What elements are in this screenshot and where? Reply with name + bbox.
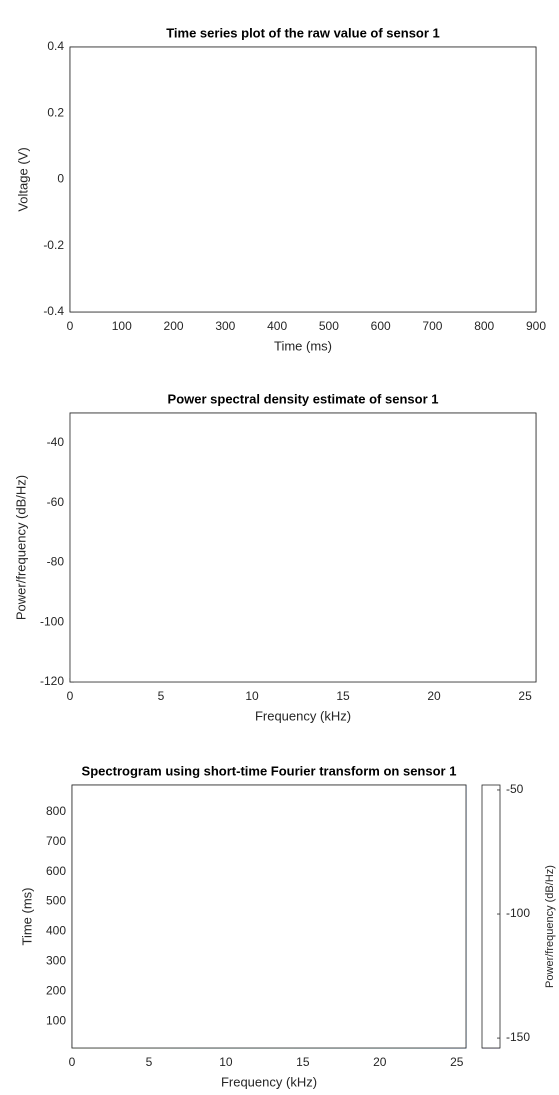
plot-frame — [71, 784, 467, 1049]
y-tick-label: -80 — [47, 555, 65, 569]
x-tick-label: 0 — [67, 689, 74, 703]
x-tick-label: 700 — [422, 319, 442, 333]
colorbar-label: Power/frequency (dB/Hz) — [544, 865, 556, 988]
y-tick-label: 800 — [46, 804, 66, 818]
y-tick-label: 300 — [46, 954, 66, 968]
y-tick-label: 0 — [57, 172, 64, 186]
x-tick-label: 10 — [219, 1055, 233, 1069]
y-tick-label: 400 — [46, 924, 66, 938]
colorbar-tick-label: -100 — [506, 906, 530, 920]
x-tick-label: 25 — [518, 689, 532, 703]
plot-frame — [69, 412, 537, 683]
y-tick-label: -120 — [40, 674, 64, 688]
x-tick-label: 400 — [267, 319, 287, 333]
y-tick-label: 200 — [46, 983, 66, 997]
x-axis-label: Frequency (kHz) — [221, 1074, 317, 1089]
plot-frame — [69, 46, 537, 313]
chart-title: Power spectral density estimate of senso… — [168, 391, 439, 406]
x-tick-label: 800 — [474, 319, 494, 333]
x-tick-label: 5 — [158, 689, 165, 703]
x-tick-label: 0 — [69, 1055, 76, 1069]
x-tick-label: 5 — [146, 1055, 153, 1069]
x-tick-label: 0 — [67, 319, 74, 333]
x-tick-label: 20 — [427, 689, 441, 703]
colorbar-tick-label: -150 — [506, 1030, 530, 1044]
y-axis-label: Voltage (V) — [15, 147, 30, 211]
y-tick-label: -0.4 — [43, 304, 64, 318]
y-tick-label: 0.2 — [47, 105, 64, 119]
y-tick-label: 100 — [46, 1013, 66, 1027]
y-tick-label: 600 — [46, 864, 66, 878]
y-axis-label: Time (ms) — [19, 887, 34, 945]
y-tick-label: -0.2 — [43, 238, 64, 252]
chart-title: Spectrogram using short-time Fourier tra… — [82, 763, 457, 778]
y-tick-label: -100 — [40, 614, 64, 628]
x-tick-label: 25 — [450, 1055, 464, 1069]
x-tick-label: 300 — [215, 319, 235, 333]
x-tick-label: 10 — [245, 689, 259, 703]
y-axis-label: Power/frequency (dB/Hz) — [13, 475, 28, 620]
y-tick-label: -60 — [47, 495, 65, 509]
x-tick-label: 600 — [371, 319, 391, 333]
x-tick-label: 900 — [526, 319, 546, 333]
colorbar-frame — [481, 784, 501, 1049]
x-tick-label: 20 — [373, 1055, 387, 1069]
x-axis-label: Frequency (kHz) — [255, 708, 351, 723]
chart-title: Time series plot of the raw value of sen… — [166, 25, 440, 40]
x-tick-label: 500 — [319, 319, 339, 333]
y-tick-label: 500 — [46, 894, 66, 908]
x-tick-label: 15 — [296, 1055, 310, 1069]
y-tick-label: -40 — [47, 435, 65, 449]
y-tick-label: 700 — [46, 834, 66, 848]
x-axis-label: Time (ms) — [274, 338, 332, 353]
x-tick-label: 15 — [336, 689, 350, 703]
colorbar-tick-label: -50 — [506, 782, 524, 796]
y-tick-label: 0.4 — [47, 39, 64, 53]
x-tick-label: 200 — [164, 319, 184, 333]
x-tick-label: 100 — [112, 319, 132, 333]
